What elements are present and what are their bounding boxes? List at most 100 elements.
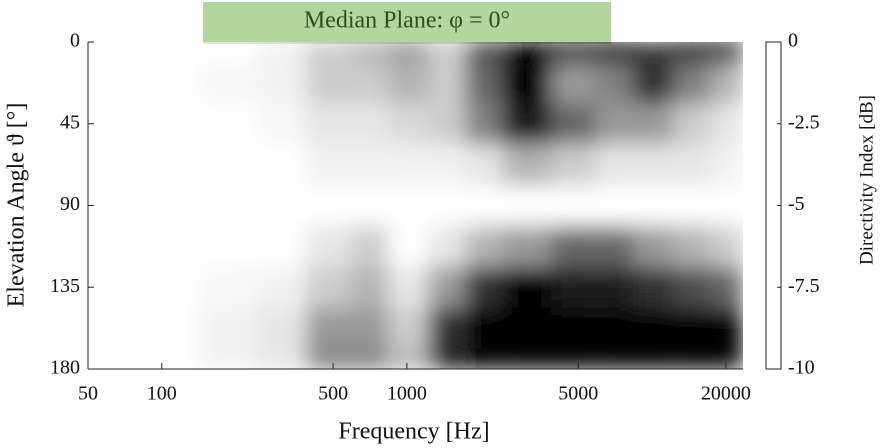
colorbar-label: Directivity Index [dB] (856, 95, 877, 265)
heatmap-cell (88, 103, 125, 145)
heatmap-cell (124, 185, 199, 226)
heatmap-cell (387, 62, 429, 104)
heatmap-cell (673, 348, 711, 369)
heatmap-cell (673, 266, 711, 308)
y-tick-label: 0 (70, 30, 80, 52)
heatmap-cell (596, 42, 634, 63)
heatmap-cell (551, 307, 597, 349)
heatmap-cell (305, 144, 352, 186)
heatmap-cell (710, 103, 743, 145)
heatmap-cell (428, 266, 466, 308)
heatmap-cell (257, 225, 306, 267)
colorbar-tick-label: -2.5 (788, 111, 820, 133)
heatmap-cell (710, 185, 743, 226)
heatmap-cell (710, 144, 743, 186)
heatmap-cell (257, 42, 306, 63)
heatmap-cell (710, 42, 743, 63)
heatmap-cell (257, 185, 306, 226)
heatmap-cell (387, 144, 429, 186)
heatmap-cell (502, 266, 552, 308)
heatmap-cell (305, 42, 352, 63)
heatmap-cell (257, 307, 306, 349)
heatmap-cell (428, 42, 466, 63)
colorbar-tick-label: -10 (788, 357, 815, 379)
heatmap-cell (465, 42, 503, 63)
heatmap-cell (198, 348, 258, 369)
x-tick-label: 20000 (701, 383, 751, 405)
heatmap-cell (673, 225, 711, 267)
x-tick-label: 500 (318, 383, 348, 405)
heatmap-cell (387, 348, 429, 369)
heatmap-cell (428, 225, 466, 267)
heatmap-cell (351, 266, 388, 308)
heatmap-cell (351, 307, 388, 349)
heatmap-cell (387, 103, 429, 145)
heatmap-cell (257, 266, 306, 308)
x-axis-label: Frequency [Hz] (338, 419, 489, 445)
heatmap-cell (465, 144, 503, 186)
y-tick-label: 90 (60, 193, 80, 215)
heatmap-cell (387, 307, 429, 349)
heatmap-cell (596, 185, 634, 226)
heatmap-cell (198, 307, 258, 349)
heatmap-cell (257, 62, 306, 104)
heatmap-cell (673, 185, 711, 226)
heatmap-cell (351, 42, 388, 63)
heatmap-cell (502, 307, 552, 349)
heatmap-cell (465, 225, 503, 267)
heatmap-cell (710, 266, 743, 308)
heatmap-cell (88, 225, 125, 267)
heatmap-cell (710, 62, 743, 104)
heatmap-cell (633, 266, 674, 308)
plot-area (88, 42, 743, 369)
heatmap-cell (88, 307, 125, 349)
heatmap-cell (351, 185, 388, 226)
y-tick-label: 45 (60, 111, 80, 133)
heatmap-cell (551, 266, 597, 308)
heatmap-cell (551, 103, 597, 145)
heatmap-cell (596, 225, 634, 267)
x-tick-label: 1000 (387, 383, 427, 405)
heatmap-cell (428, 348, 466, 369)
x-tick-label: 50 (78, 383, 98, 405)
heatmap-cell (596, 144, 634, 186)
colorbar-tick-label: -5 (788, 193, 805, 215)
heatmap-cell (257, 348, 306, 369)
heatmap-cell (596, 62, 634, 104)
heatmap-cell (673, 144, 711, 186)
heatmap-cell (428, 62, 466, 104)
heatmap-cell (551, 42, 597, 63)
heatmap-cell (305, 307, 352, 349)
heatmap-cell (465, 348, 503, 369)
heatmap-cell (551, 185, 597, 226)
heatmap-cell (305, 225, 352, 267)
heatmap-cell (351, 144, 388, 186)
heatmap-cell (88, 348, 125, 369)
heatmap-cell (351, 348, 388, 369)
heatmap-cell (198, 266, 258, 308)
heatmap-cell (551, 144, 597, 186)
title-box (203, 2, 611, 44)
heatmap-cell (305, 185, 352, 226)
x-tick-label: 100 (147, 383, 177, 405)
heatmap-cell (551, 348, 597, 369)
heatmap-cell (198, 144, 258, 186)
heatmap-cell (198, 103, 258, 145)
heatmap-cell (124, 103, 199, 145)
heatmap-cell (465, 103, 503, 145)
heatmap-cell (633, 144, 674, 186)
y-tick-label: 135 (50, 275, 80, 297)
heatmap-cell (387, 225, 429, 267)
heatmap-cell (673, 42, 711, 63)
heatmap-cell (673, 307, 711, 349)
heatmap-cell (428, 144, 466, 186)
heatmap-cell (124, 62, 199, 104)
heatmap-cell (673, 62, 711, 104)
heatmap-cell (502, 103, 552, 145)
heatmap (88, 42, 743, 369)
heatmap-cell (305, 62, 352, 104)
heatmap-cell (351, 62, 388, 104)
heatmap-cell (465, 185, 503, 226)
heatmap-cell (502, 185, 552, 226)
